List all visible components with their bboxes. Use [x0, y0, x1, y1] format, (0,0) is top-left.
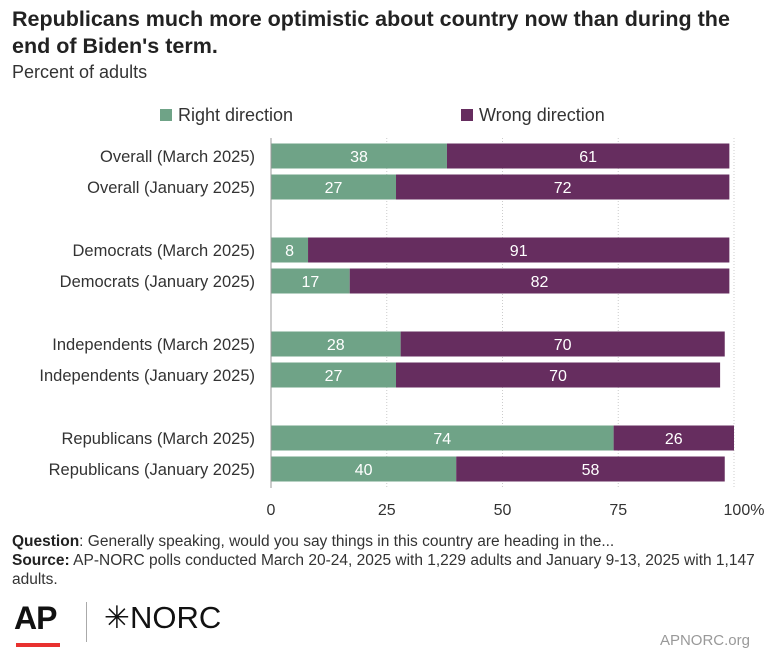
x-tick-label: 75 [609, 502, 627, 519]
question-label: Question [12, 533, 80, 550]
question-text: : Generally speaking, would you say thin… [79, 533, 615, 550]
data-label-wrong: 58 [582, 462, 600, 479]
data-label-right: 74 [433, 431, 451, 448]
stacked-bar-chart: Right direction Wrong direction Overall (M… [39, 105, 765, 519]
bar-right [271, 425, 614, 451]
category-label: Overall (January 2025) [87, 179, 255, 197]
legend-swatch-right [160, 109, 172, 121]
data-label-right: 38 [350, 149, 368, 166]
logo-area: AP ✳NORC [14, 600, 254, 650]
bar-right [271, 362, 397, 388]
bar-wrong [308, 237, 730, 263]
category-label: Independents (January 2025) [39, 367, 255, 385]
data-label-right: 27 [325, 180, 343, 197]
bar-wrong [400, 331, 725, 357]
chart-title: Republicans much more optimistic about c… [12, 7, 730, 58]
data-label-wrong: 70 [549, 368, 567, 385]
category-label: Democrats (January 2025) [60, 273, 255, 291]
bar-wrong [613, 425, 734, 451]
bar-right [271, 174, 397, 200]
x-tick-label: 100% [724, 502, 765, 519]
data-label-wrong: 91 [510, 243, 528, 260]
x-tick-label: 50 [494, 502, 512, 519]
category-label: Democrats (March 2025) [73, 242, 255, 260]
category-label: Republicans (January 2025) [49, 461, 255, 479]
bar-right [271, 456, 457, 482]
data-label-right: 40 [355, 462, 373, 479]
bar-wrong [456, 456, 725, 482]
question-note: Question: Generally speaking, would you … [12, 532, 756, 551]
site-link[interactable]: APNORC.org [659, 632, 750, 649]
legend-label-right: Right direction [178, 105, 293, 125]
x-tick-label: 25 [378, 502, 396, 519]
data-label-wrong: 70 [554, 337, 572, 354]
norc-logo: ✳NORC [104, 600, 222, 635]
data-label-right: 17 [301, 274, 319, 291]
source-note: Source: AP-NORC polls conducted March 20… [12, 551, 756, 589]
ap-logo-underline [16, 643, 60, 647]
data-label-right: 28 [327, 337, 345, 354]
ap-logo: AP [14, 600, 57, 636]
data-label-wrong: 72 [554, 180, 572, 197]
chart-footer: Question: Generally speaking, would you … [12, 532, 756, 589]
category-label: Independents (March 2025) [52, 336, 255, 354]
bar-right [271, 331, 401, 357]
data-label-wrong: 26 [665, 431, 683, 448]
bar-wrong [396, 362, 721, 388]
category-label: Republicans (March 2025) [61, 430, 255, 448]
data-label-wrong: 61 [579, 149, 597, 166]
chart-subtitle: Percent of adults [12, 62, 148, 82]
logo-divider [86, 602, 87, 642]
source-label: Source: [12, 552, 70, 569]
category-label: Overall (March 2025) [100, 148, 255, 166]
legend-swatch-wrong [461, 109, 473, 121]
bar-wrong [349, 268, 730, 294]
bar-right [271, 237, 309, 263]
data-label-right: 8 [285, 243, 294, 260]
bar-wrong [396, 174, 730, 200]
data-label-wrong: 82 [531, 274, 549, 291]
legend-label-wrong: Wrong direction [479, 105, 605, 125]
bar-right [271, 268, 350, 294]
x-tick-label: 0 [267, 502, 276, 519]
data-label-right: 27 [325, 368, 343, 385]
bar-wrong [446, 143, 730, 169]
bar-right [271, 143, 447, 169]
source-text: AP-NORC polls conducted March 20-24, 202… [12, 552, 755, 588]
